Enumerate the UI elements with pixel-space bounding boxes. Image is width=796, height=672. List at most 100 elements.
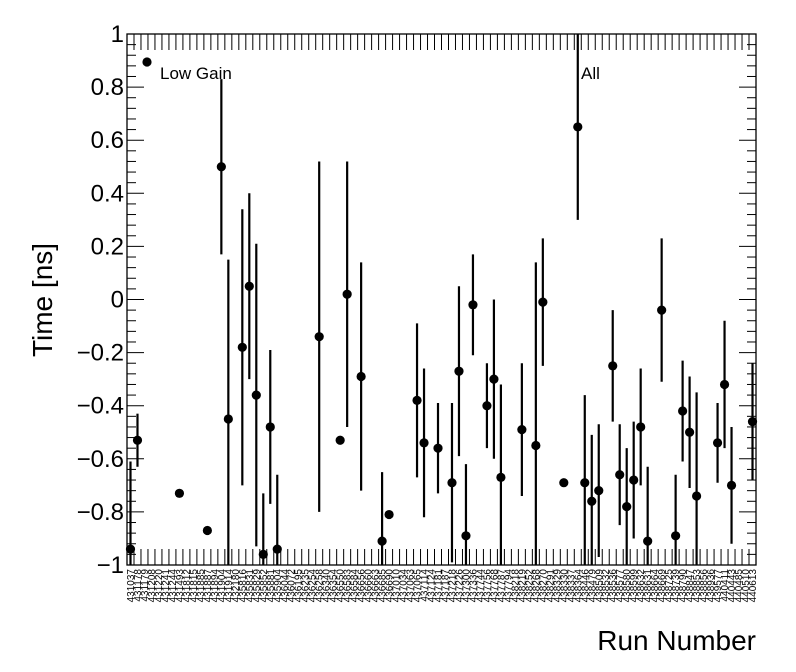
data-point (538, 297, 548, 307)
error-bars (129, 34, 754, 565)
data-point (587, 496, 597, 506)
data-point (433, 443, 443, 453)
x-tick-label: 436663 (371, 569, 382, 603)
data-point (719, 379, 730, 390)
data-point (489, 374, 499, 384)
x-tick-label: 437010 (392, 569, 403, 603)
legend-label-low-gain: Low Gain (160, 64, 232, 83)
data-point (447, 478, 457, 488)
x-tick-label: 438739 (671, 569, 682, 603)
x-tick-label: 437218 (447, 569, 458, 603)
x-tick-label: 437065 (413, 569, 424, 603)
x-axis-ticks (126, 34, 757, 565)
data-point (265, 422, 275, 432)
data-point (608, 361, 618, 371)
x-tick-label: 437181 (434, 569, 445, 603)
x-tick-label: 440485 (734, 569, 745, 603)
y-tick-label: −0.6 (77, 446, 124, 473)
data-point (202, 525, 212, 536)
legend-marker-low-gain (142, 57, 152, 67)
x-tick-label: 440510 (741, 569, 752, 603)
data-point (244, 281, 254, 291)
x-tick-label: 436690 (385, 569, 396, 603)
data-point (671, 531, 681, 541)
y-tick-label: 1 (111, 21, 124, 48)
data-point (517, 424, 527, 435)
data-point (531, 440, 541, 451)
x-tick-label: 438446 (580, 569, 591, 603)
data-point (258, 549, 268, 559)
x-tick-label: 438599 (629, 569, 640, 603)
data-point (622, 501, 632, 512)
x-tick-label: 438631 (643, 569, 654, 603)
data-point (237, 342, 247, 352)
x-tick-label: 438330 (559, 569, 570, 603)
x-tick-label: 437187 (440, 569, 451, 603)
x-tick-label: 431904 (217, 569, 228, 603)
x-tick-label: 431220 (154, 569, 165, 603)
y-axis-title: Time [ns] (27, 243, 58, 357)
x-tick-label: 435829 (252, 569, 263, 603)
x-tick-label: 436656 (357, 569, 368, 603)
x-tick-label: 431179 (140, 569, 151, 602)
x-tick-label: 438580 (622, 569, 633, 603)
data-point (685, 427, 695, 437)
y-tick-label: −0.2 (77, 340, 124, 367)
data-point (657, 305, 667, 315)
data-point (419, 438, 429, 448)
x-tick-label: 431894 (210, 569, 221, 603)
y-tick-label: 0.4 (91, 180, 124, 207)
data-point (629, 475, 639, 485)
x-tick-label: 438856 (699, 569, 710, 603)
x-tick-label: 438509 (594, 569, 605, 603)
x-tick-label: 438252 (524, 569, 535, 603)
x-tick-label: 431914 (224, 569, 235, 603)
x-tick-label: 431887 (203, 569, 214, 603)
x-tick-label: 431178 (133, 569, 144, 602)
x-tick-label: 436072 (287, 569, 298, 603)
x-tick-label: 438632 (636, 569, 647, 603)
data-point (643, 536, 653, 546)
x-axis-title: Run Number (597, 625, 756, 656)
data-point (223, 414, 233, 424)
data-point (461, 531, 471, 541)
x-tick-label: 435904 (273, 569, 284, 603)
x-tick-label: 440411 (720, 569, 731, 602)
x-tick-label: 436354 (329, 569, 340, 603)
x-tick-label: 436235 (301, 569, 312, 603)
y-tick-label: −1 (97, 552, 124, 579)
data-point (132, 435, 143, 445)
data-point (468, 300, 478, 310)
data-point (496, 472, 506, 482)
y-axis-tick-labels: −1 −0.8 −0.6 −0.4 −0.2 0 0.2 0.4 0.6 0.8 1 (77, 21, 124, 579)
x-tick-label: 436550 (336, 569, 347, 603)
data-point (747, 417, 758, 427)
x-tick-label: 440443 (727, 569, 738, 603)
x-tick-label: 436258 (315, 569, 326, 603)
x-tick-label: 438577 (615, 569, 626, 603)
x-tick-label: 431244 (168, 569, 179, 603)
x-tick-label: 438664 (650, 569, 661, 603)
data-point (335, 435, 345, 445)
x-tick-label: 436584 (350, 569, 361, 603)
x-axis-tick-labels: 4310374311784311794312084312204312414312… (126, 569, 759, 603)
x-tick-label: 438790 (678, 569, 689, 603)
x-tick-label: 438291 (545, 569, 556, 603)
x-tick-label: 431885 (196, 569, 207, 603)
x-tick-label: 437034 (399, 569, 410, 603)
data-point (580, 478, 590, 488)
x-tick-label: 438669 (657, 569, 668, 603)
x-tick-label: 436660 (364, 569, 375, 603)
x-tick-label: 438364 (573, 569, 584, 603)
x-tick-label: 438532 (601, 569, 612, 603)
x-tick-label: 438219 (517, 569, 528, 603)
data-point (454, 366, 464, 376)
x-tick-label: 436685 (378, 569, 389, 603)
x-tick-label: 437768 (489, 569, 500, 603)
data-point (726, 480, 737, 490)
data-point (251, 390, 261, 400)
data-point (377, 536, 387, 546)
x-tick-label: 440613 (748, 569, 759, 603)
x-tick-label: 435881 (266, 569, 277, 603)
